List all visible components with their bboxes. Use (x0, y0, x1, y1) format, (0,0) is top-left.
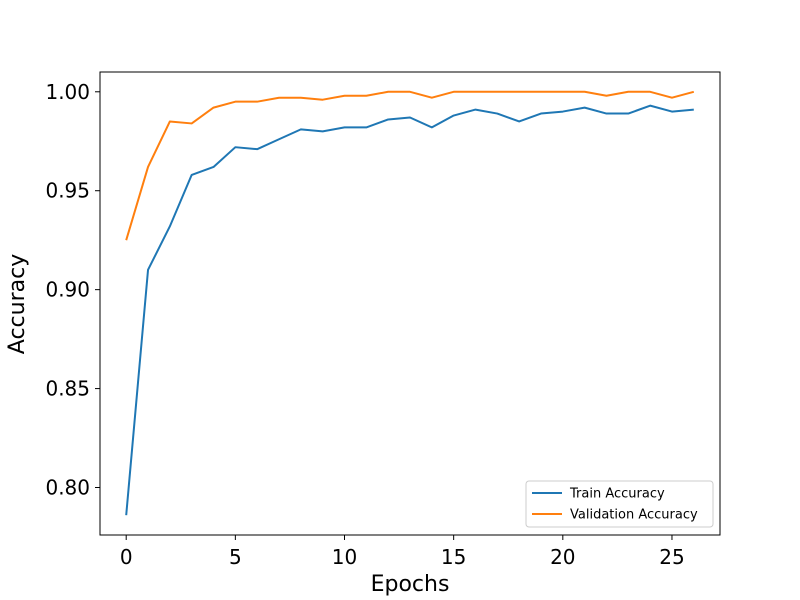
legend-label-train: Train Accuracy (569, 487, 665, 502)
legend-box (525, 480, 714, 528)
y-tick-label: 0.90 (45, 278, 90, 302)
y-tick-label: 0.85 (45, 377, 90, 401)
x-tick-label: 25 (659, 545, 684, 569)
x-tick-label: 10 (332, 545, 357, 569)
y-tick-label: 0.95 (45, 179, 90, 203)
x-tick-label: 20 (550, 545, 575, 569)
y-axis-label: Accuracy (5, 254, 30, 354)
series-line-train-accuracy (125, 104, 694, 516)
x-axis-ticks: 0 5 10 15 20 25 (120, 535, 685, 569)
x-tick-label: 5 (229, 545, 242, 569)
x-tick-label: 0 (120, 545, 133, 569)
plot-lines (125, 90, 695, 516)
y-tick-label: 1.00 (45, 80, 90, 104)
legend: Train Accuracy Validation Accuracy (525, 480, 714, 528)
x-tick-label: 15 (441, 545, 466, 569)
plot-frame (99, 71, 721, 536)
legend-label-validation: Validation Accuracy (570, 508, 698, 523)
y-tick-label: 0.80 (45, 476, 90, 500)
x-axis-label: Epochs (371, 572, 450, 597)
y-axis-ticks: 0.80 0.85 0.90 0.95 1.00 (45, 80, 100, 500)
series-line-validation-accuracy (125, 90, 695, 241)
